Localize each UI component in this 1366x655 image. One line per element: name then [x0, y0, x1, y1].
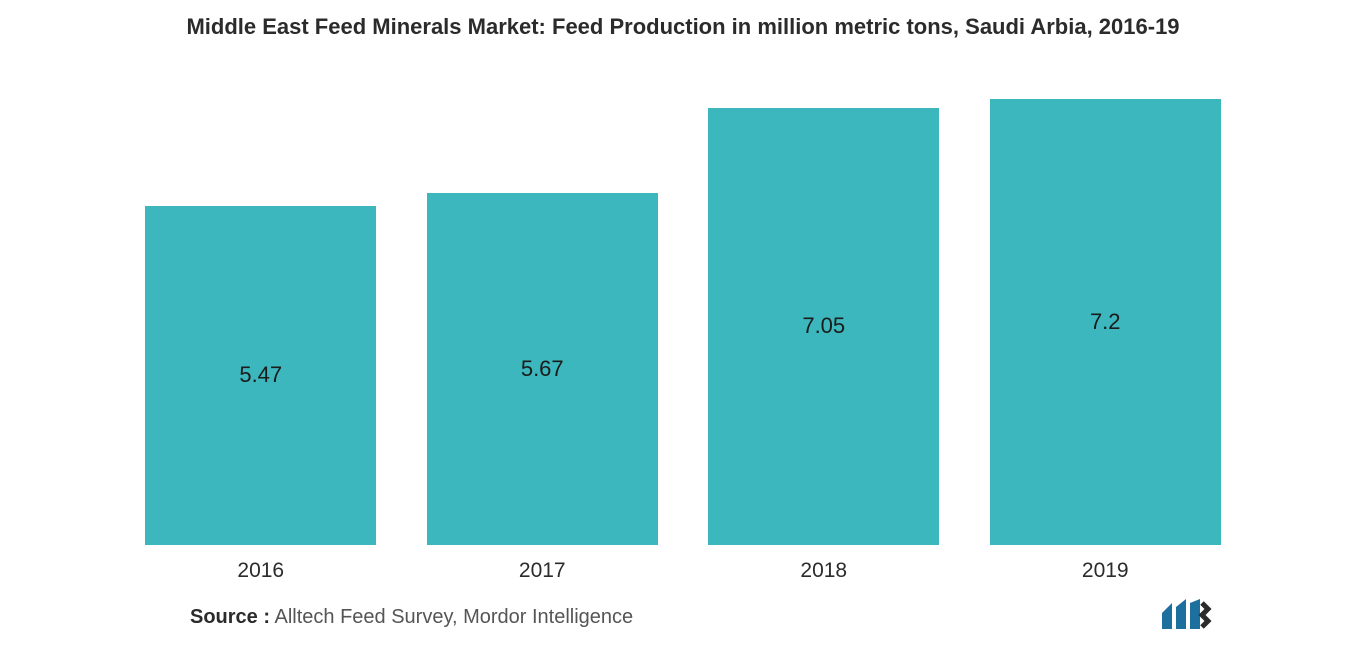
bar-2018: 7.05: [708, 108, 939, 545]
bar-column: 5.67: [402, 80, 684, 545]
bar-column: 7.2: [965, 80, 1247, 545]
bars-container: 5.47 5.67 7.05 7.2: [120, 80, 1246, 545]
x-axis-label: 2019: [965, 559, 1247, 583]
bar-2019: 7.2: [990, 99, 1221, 545]
bar-value-label: 5.47: [239, 362, 282, 388]
chart-plot-area: 5.47 5.67 7.05 7.2: [120, 80, 1246, 545]
chart-title: Middle East Feed Minerals Market: Feed P…: [0, 0, 1366, 40]
bar-column: 5.47: [120, 80, 402, 545]
bar-value-label: 7.05: [802, 313, 845, 339]
x-axis-label: 2018: [683, 559, 965, 583]
bar-2016: 5.47: [145, 206, 376, 545]
mordor-logo-icon: [1160, 599, 1218, 633]
x-axis-label: 2016: [120, 559, 402, 583]
x-axis-label: 2017: [402, 559, 684, 583]
x-axis-labels: 2016 2017 2018 2019: [120, 559, 1246, 583]
source-citation: Source : Alltech Feed Survey, Mordor Int…: [190, 606, 633, 629]
bar-value-label: 7.2: [1090, 309, 1121, 335]
bar-2017: 5.67: [427, 193, 658, 545]
source-label: Source :: [190, 606, 270, 628]
logo-bars-icon: [1162, 599, 1200, 629]
bar-value-label: 5.67: [521, 356, 564, 382]
bar-column: 7.05: [683, 80, 965, 545]
source-text: Alltech Feed Survey, Mordor Intelligence: [274, 606, 633, 628]
